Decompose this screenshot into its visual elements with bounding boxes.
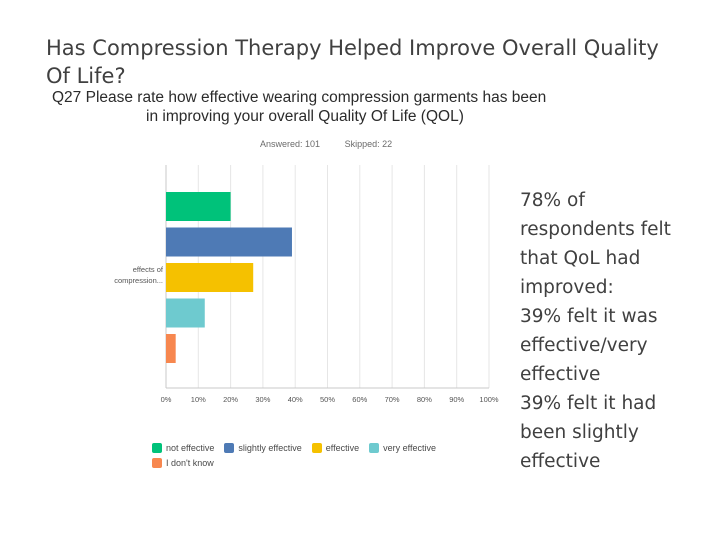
bar-chart: 0% 10% 20% 30% 40% 50% 60% 70% 80% 90% 100% effect… (114, 165, 499, 404)
x-tick-label: 80% (417, 395, 432, 404)
legend-item: effective (311, 442, 360, 453)
summary-line: effective (520, 364, 601, 385)
bar-i-don-t-know (166, 334, 176, 363)
legend-label: not effective (166, 442, 215, 453)
x-tick-label: 100% (479, 395, 499, 404)
legend-swatch (152, 442, 162, 453)
y-category-label: compression... (114, 276, 163, 285)
summary-line: 78% of (520, 190, 585, 211)
legend-label: slightly effective (238, 442, 302, 453)
summary-line: effective (520, 451, 601, 472)
legend-label: I don't know (166, 457, 214, 468)
x-tick-label: 0% (161, 395, 172, 404)
answered-count: Answered: 101 (260, 139, 321, 149)
slide-title: Has Compression Therapy Helped Improve O… (46, 36, 659, 88)
x-tick-label: 30% (255, 395, 270, 404)
legend-swatch (152, 457, 162, 468)
x-tick-label: 20% (223, 395, 238, 404)
legend-swatch (224, 442, 235, 453)
question-line-1: Q27 Please rate how effective wearing co… (52, 89, 547, 106)
bar-effective (166, 263, 254, 292)
legend-swatch (311, 442, 322, 453)
question-line-2: in improving your overall Quality Of Lif… (146, 108, 464, 125)
skipped-count: Skipped: 22 (344, 139, 393, 149)
legend-row: not effective slightly effective effective… (152, 440, 446, 455)
summary-text: 78% of respondents felt that QoL had improv… (520, 186, 710, 476)
summary-line: improved: (520, 277, 614, 298)
x-tick-label: 50% (320, 395, 335, 404)
summary-line: 39% felt it had (520, 393, 657, 414)
legend-label: very effective (383, 442, 436, 453)
summary-line: that QoL had (520, 248, 641, 269)
chart-ticks: 0% 10% 20% 30% 40% 50% 60% 70% 80% 90% 100% (161, 395, 499, 404)
legend-label: effective (325, 442, 360, 453)
legend-item: very effective (369, 442, 436, 453)
summary-line: respondents felt (520, 219, 671, 240)
legend-item: I don't know (152, 457, 214, 468)
x-tick-label: 40% (288, 395, 303, 404)
legend-row: I don't know (152, 455, 446, 470)
x-tick-label: 10% (191, 395, 206, 404)
question-text: Q27 Please rate how effective wearing co… (52, 88, 612, 126)
response-counts: Answered: 101 Skipped: 22 (260, 139, 414, 149)
bar-not-effective (166, 192, 231, 221)
category-label: effects of compression... (114, 265, 164, 285)
chart-legend: not effective slightly effective effective… (152, 440, 446, 470)
summary-line: 39% felt it was (520, 306, 658, 327)
summary-line: effective/very (520, 335, 648, 356)
bar-slightly-effective (166, 227, 292, 257)
bar-very-effective (166, 298, 205, 328)
x-tick-label: 70% (385, 395, 400, 404)
y-category-label: effects of (133, 265, 164, 274)
legend-swatch (369, 442, 380, 453)
x-tick-label: 60% (352, 395, 367, 404)
legend-item: not effective (152, 442, 215, 453)
x-tick-label: 90% (449, 395, 464, 404)
legend-item: slightly effective (224, 442, 302, 453)
summary-line: been slightly (520, 422, 639, 443)
chart-bars (166, 192, 292, 363)
